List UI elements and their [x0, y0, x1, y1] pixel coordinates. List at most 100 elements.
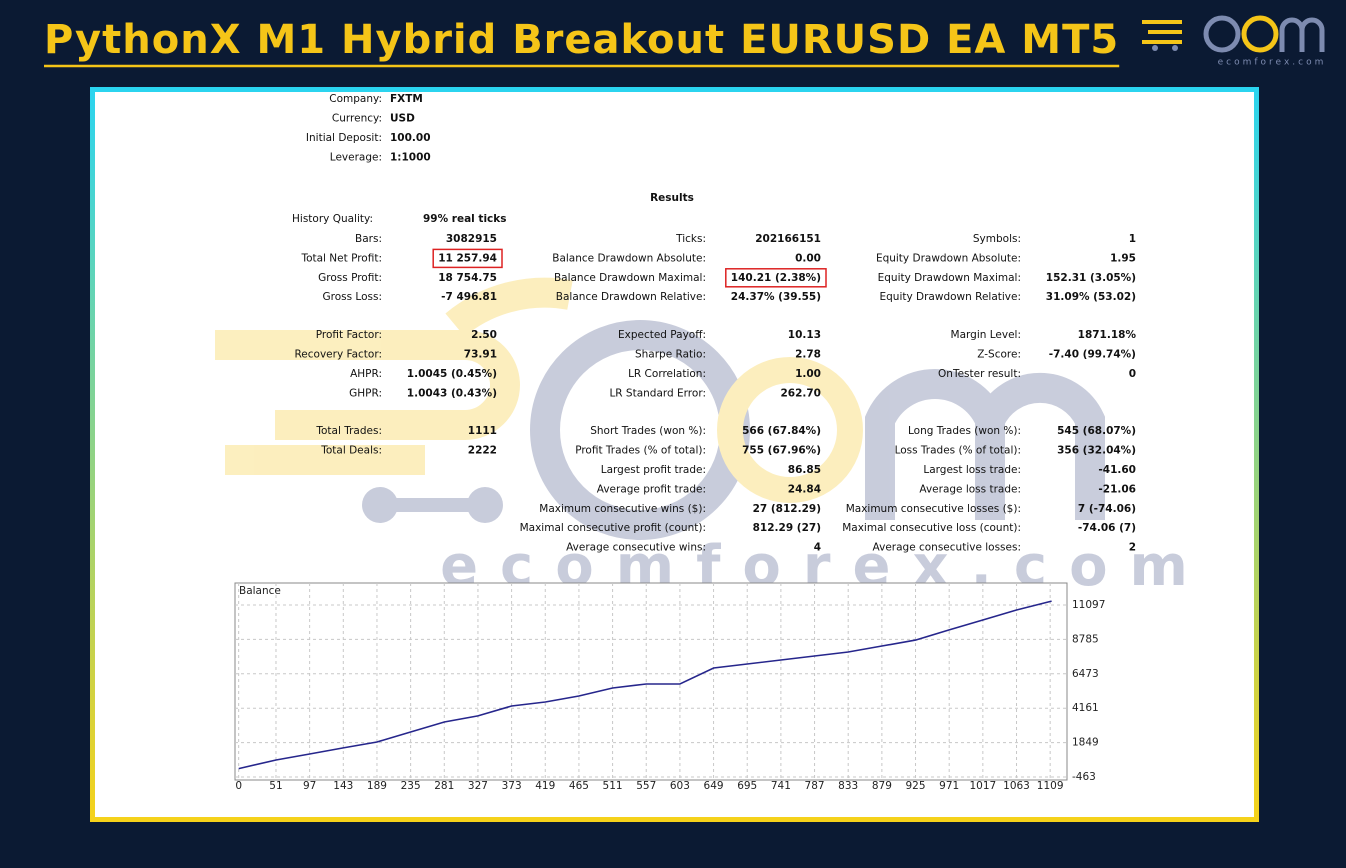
- value: 356 (32.04%): [1057, 445, 1136, 457]
- value: 755 (67.96%): [742, 445, 821, 457]
- value: 1.95: [1110, 252, 1136, 264]
- x-tick-label: 235: [401, 780, 421, 792]
- x-tick-label: 879: [872, 780, 892, 792]
- value: 2.50: [471, 329, 497, 341]
- x-tick-label: 511: [603, 780, 623, 792]
- value: 812.29 (27): [753, 522, 821, 534]
- label: Currency:: [332, 113, 382, 125]
- x-tick-label: 143: [333, 780, 353, 792]
- y-tick-label: 11097: [1072, 599, 1105, 611]
- label: Balance Drawdown Maximal:: [554, 272, 706, 284]
- label: Maximum consecutive losses ($):: [846, 503, 1021, 515]
- label: Profit Factor:: [316, 329, 382, 341]
- label: Balance Drawdown Absolute:: [552, 252, 706, 264]
- value: 1: [1129, 233, 1136, 245]
- label: Average consecutive losses:: [873, 542, 1021, 554]
- value: -74.06 (7): [1078, 522, 1136, 534]
- label: Maximum consecutive wins ($):: [539, 503, 706, 515]
- value: 262.70: [780, 387, 821, 399]
- value: 73.91: [464, 349, 497, 361]
- value: 24.84: [788, 483, 821, 495]
- x-tick-label: 97: [303, 780, 316, 792]
- x-tick-label: 419: [535, 780, 555, 792]
- value: 1871.18%: [1078, 329, 1137, 341]
- highlight-box: [432, 248, 503, 269]
- value: 11 257.94: [438, 252, 497, 264]
- y-tick-label: -463: [1072, 771, 1096, 783]
- highlight-box: [725, 268, 827, 288]
- value: 99% real ticks: [423, 213, 507, 225]
- value: 1.0045 (0.45%): [407, 368, 497, 380]
- label: Average consecutive wins:: [566, 542, 706, 554]
- value: 1111: [468, 425, 497, 437]
- label: Loss Trades (% of total):: [895, 445, 1021, 457]
- label: Bars:: [355, 233, 382, 245]
- label: History Quality:: [292, 213, 373, 225]
- value: -21.06: [1098, 483, 1136, 495]
- label: Balance Drawdown Relative:: [556, 291, 706, 303]
- x-tick-label: 189: [367, 780, 387, 792]
- label: Average loss trade:: [919, 483, 1021, 495]
- value: 3082915: [446, 233, 497, 245]
- value: 4: [814, 542, 821, 554]
- label: LR Standard Error:: [609, 387, 706, 399]
- value: 545 (68.07%): [1057, 425, 1136, 437]
- label: LR Correlation:: [628, 368, 706, 380]
- label: Average profit trade:: [597, 483, 706, 495]
- label: Equity Drawdown Relative:: [879, 291, 1021, 303]
- label: Total Trades:: [315, 425, 382, 437]
- x-tick-label: 925: [906, 780, 926, 792]
- x-tick-label: 649: [704, 780, 724, 792]
- x-tick-label: 971: [939, 780, 959, 792]
- label: Gross Loss:: [323, 291, 383, 303]
- value: 7 (-74.06): [1078, 503, 1136, 515]
- x-tick-label: 281: [434, 780, 454, 792]
- label: Equity Drawdown Maximal:: [878, 272, 1021, 284]
- label: Largest loss trade:: [923, 464, 1021, 476]
- value: 2.78: [795, 349, 821, 361]
- value: 10.13: [788, 329, 821, 341]
- x-tick-label: 0: [235, 780, 242, 792]
- x-tick-label: 557: [636, 780, 656, 792]
- logo: ecomforex.com: [1142, 15, 1325, 68]
- x-tick-label: 741: [771, 780, 791, 792]
- value: 2222: [468, 445, 497, 457]
- y-tick-label: 6473: [1072, 668, 1099, 680]
- value: 24.37% (39.55): [731, 291, 821, 303]
- x-tick-label: 695: [737, 780, 757, 792]
- results-title: Results: [650, 192, 694, 204]
- value: 152.31 (3.05%): [1046, 272, 1136, 284]
- value: 100.00: [390, 132, 431, 144]
- value: -41.60: [1098, 464, 1136, 476]
- label: Equity Drawdown Absolute:: [876, 252, 1021, 264]
- page-title: PythonX M1 Hybrid Breakout EURUSD EA MT5: [44, 17, 1119, 63]
- label: Leverage:: [330, 152, 382, 164]
- value: 1:1000: [390, 152, 431, 164]
- label: Z-Score:: [977, 349, 1021, 361]
- value: FXTM: [390, 93, 423, 105]
- x-tick-label: 833: [838, 780, 858, 792]
- y-tick-label: 4161: [1072, 702, 1099, 714]
- value: 140.21 (2.38%): [731, 272, 821, 284]
- label: OnTester result:: [938, 368, 1021, 380]
- value: 0: [1129, 368, 1136, 380]
- x-tick-label: 603: [670, 780, 690, 792]
- value: -7.40 (99.74%): [1049, 349, 1136, 361]
- label: Total Deals:: [320, 445, 382, 457]
- y-tick-label: 8785: [1072, 633, 1099, 645]
- x-tick-label: 1109: [1037, 780, 1064, 792]
- value: 2: [1129, 542, 1136, 554]
- label: Long Trades (won %):: [908, 425, 1021, 437]
- label: Expected Payoff:: [618, 329, 706, 341]
- x-tick-label: 787: [805, 780, 825, 792]
- label: Sharpe Ratio:: [635, 349, 706, 361]
- y-tick-label: 1849: [1072, 737, 1099, 749]
- x-tick-label: 327: [468, 780, 488, 792]
- value: 566 (67.84%): [742, 425, 821, 437]
- x-tick-label: 1017: [969, 780, 996, 792]
- label: GHPR:: [349, 387, 382, 399]
- value: 202166151: [755, 233, 821, 245]
- label: AHPR:: [350, 368, 382, 380]
- value: 18 754.75: [438, 272, 497, 284]
